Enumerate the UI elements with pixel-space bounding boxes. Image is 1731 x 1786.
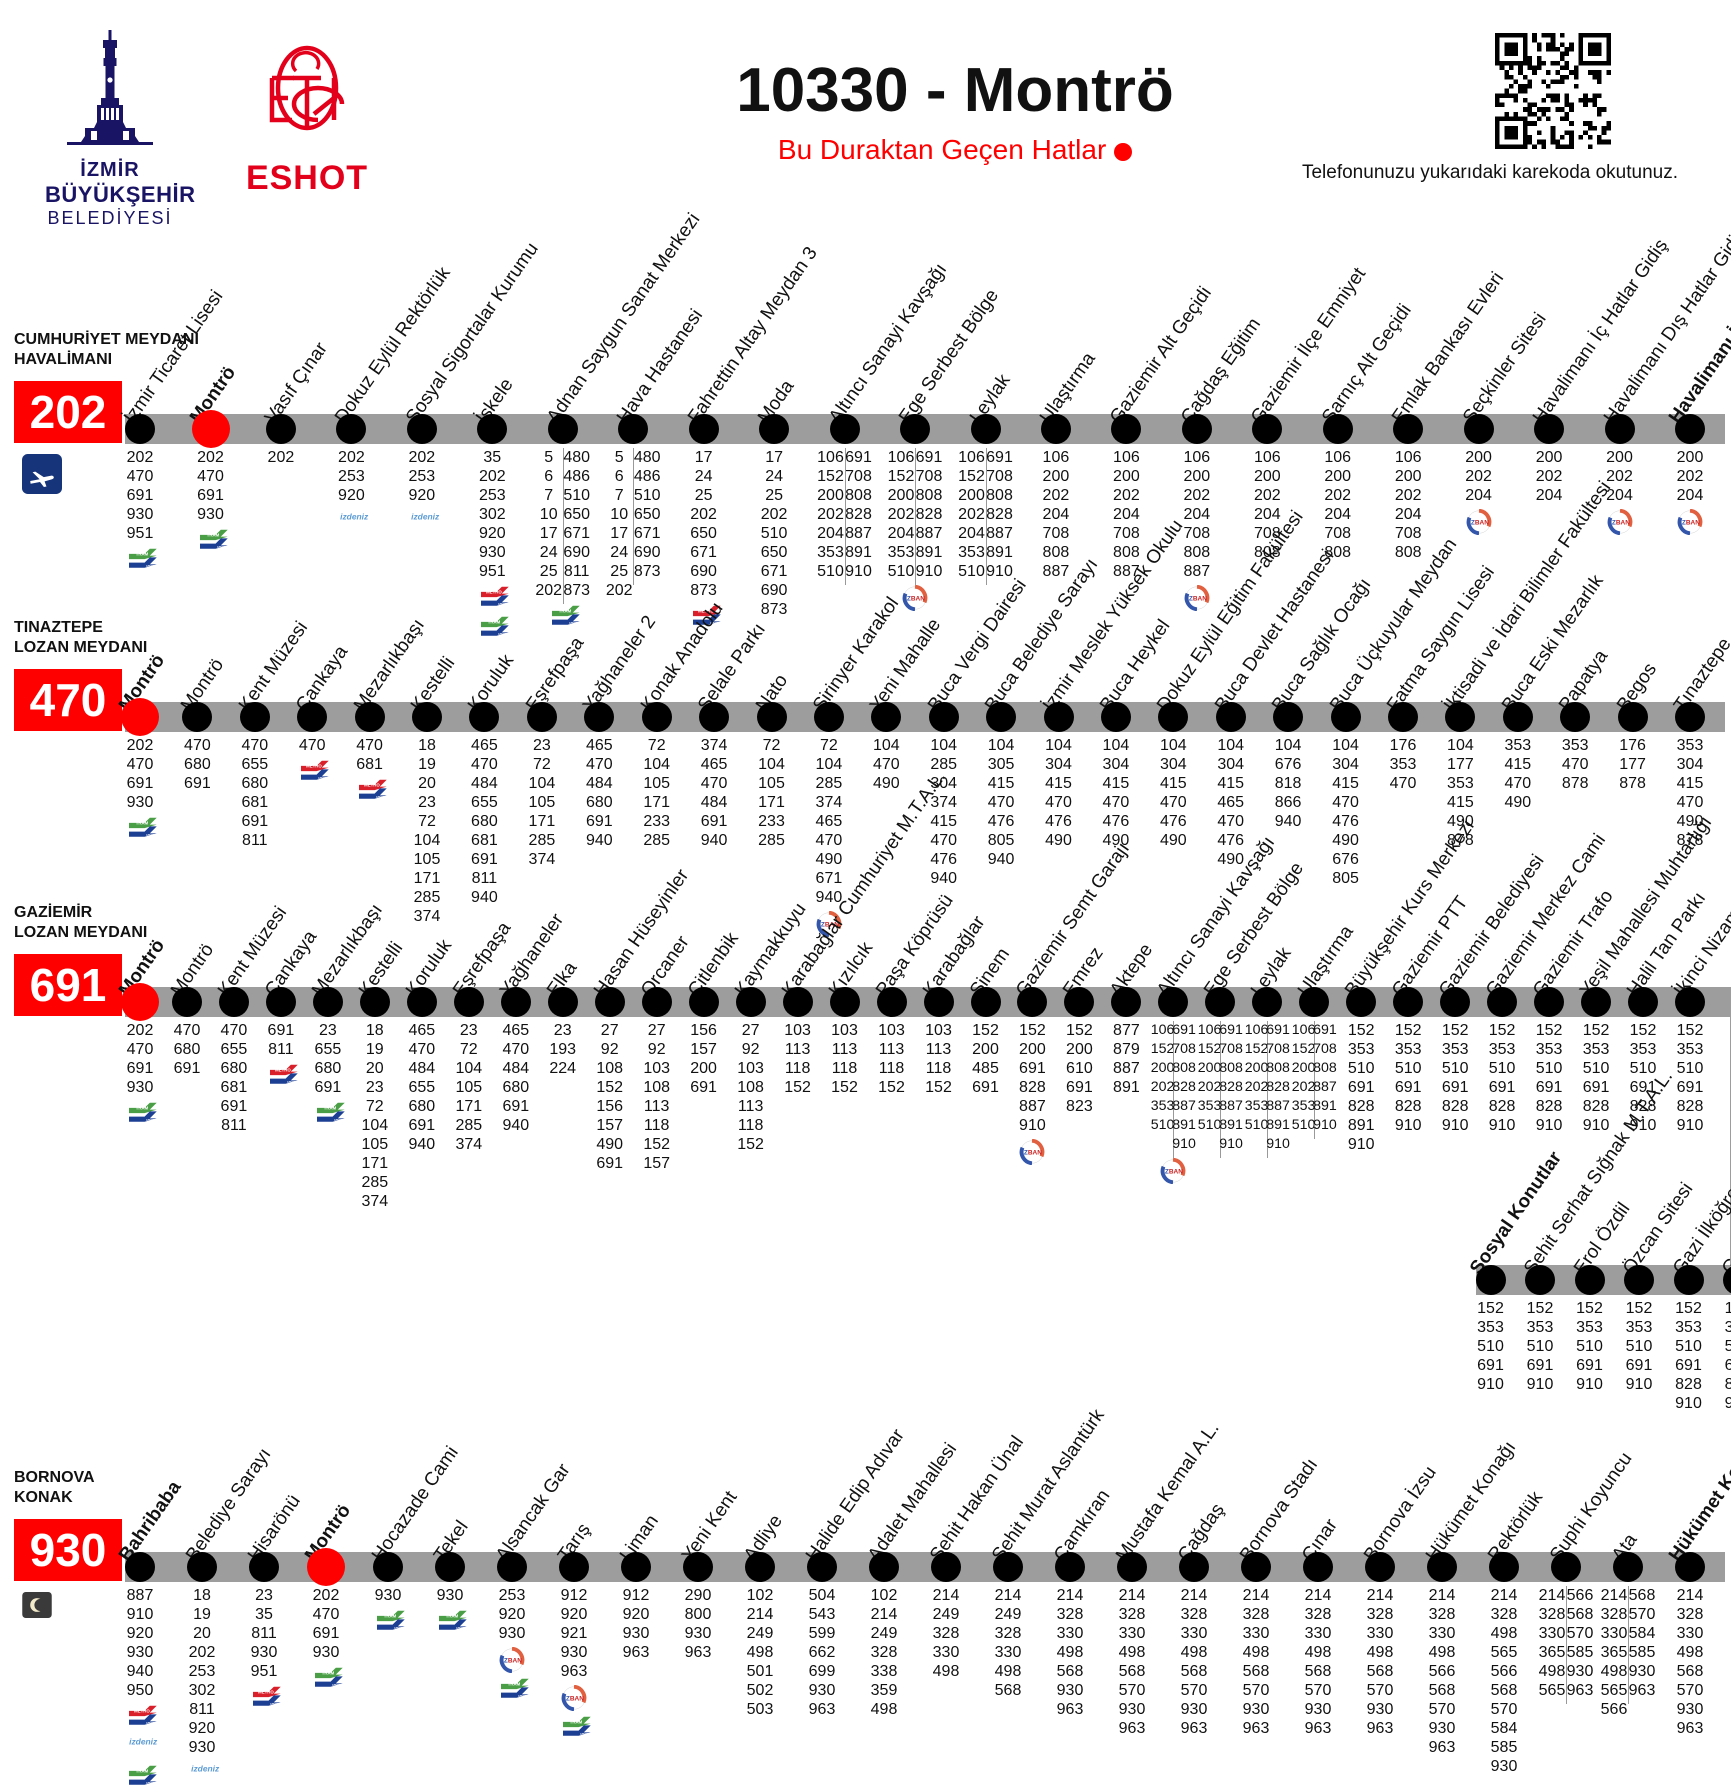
svg-text:TRAM: TRAM [558,609,571,614]
svg-text:IZMIR: IZMIR [270,1702,279,1706]
svg-text:IZMIR: IZMIR [580,1732,589,1736]
svg-text:IZBAN: IZBAN [905,596,925,603]
svg-text:METRO: METRO [275,1068,291,1073]
svg-text:TRAM: TRAM [136,821,149,826]
svg-text:IZMIR: IZMIR [146,1118,155,1122]
svg-text:TRAM: TRAM [446,1614,459,1619]
svg-text:IZMIR: IZMIR [217,545,226,549]
svg-text:izdeniz: izdeniz [129,1736,158,1746]
svg-text:TRAM: TRAM [136,1769,149,1774]
svg-text:izdeniz: izdeniz [411,511,440,521]
svg-text:TRAM: TRAM [384,1614,397,1619]
svg-text:TRAM: TRAM [508,1682,521,1687]
svg-text:TRAM: TRAM [136,1106,149,1111]
svg-text:IZMIR: IZMIR [146,1721,155,1725]
svg-text:IZMIR: IZMIR [569,621,578,625]
svg-text:IZBAN: IZBAN [1163,1169,1183,1176]
svg-text:IZMIR: IZMIR [456,1626,465,1630]
svg-text:IZMIR: IZMIR [518,1694,527,1698]
svg-text:METRO: METRO [258,1690,274,1695]
svg-text:IZMIR: IZMIR [332,1683,341,1687]
svg-text:TRAM: TRAM [570,1720,583,1725]
svg-text:TRAM: TRAM [322,1671,335,1676]
svg-text:IZBAN: IZBAN [1022,1150,1042,1157]
svg-text:METRO: METRO [134,1709,150,1714]
svg-text:IZBAN: IZBAN [1610,520,1630,527]
svg-text:izdeniz: izdeniz [191,1763,220,1773]
svg-text:IZBAN: IZBAN [1187,596,1207,603]
svg-text:izdeniz: izdeniz [341,511,370,521]
svg-text:TRAM: TRAM [206,533,219,538]
svg-text:IZMIR: IZMIR [287,1080,296,1084]
svg-text:IZMIR: IZMIR [319,776,328,780]
svg-text:IZMIR: IZMIR [146,1781,155,1785]
svg-text:IZMIR: IZMIR [146,564,155,568]
svg-text:IZMIR: IZMIR [499,632,508,636]
svg-text:METRO: METRO [486,590,502,595]
svg-text:IZBAN: IZBAN [1680,520,1700,527]
svg-text:TRAM: TRAM [324,1106,337,1111]
svg-text:IZMIR: IZMIR [334,1118,343,1122]
svg-text:TRAM: TRAM [136,552,149,557]
svg-text:IZMIR: IZMIR [376,795,385,799]
svg-text:METRO: METRO [306,764,322,769]
svg-text:IZMIR: IZMIR [146,833,155,837]
svg-text:IZMIR: IZMIR [394,1626,403,1630]
svg-text:IZMIR: IZMIR [499,602,508,606]
svg-text:IZBAN: IZBAN [502,1658,522,1665]
svg-text:IZBAN: IZBAN [1469,520,1489,527]
svg-text:TRAM: TRAM [488,620,501,625]
svg-text:IZBAN: IZBAN [564,1696,584,1703]
svg-text:METRO: METRO [364,783,380,788]
